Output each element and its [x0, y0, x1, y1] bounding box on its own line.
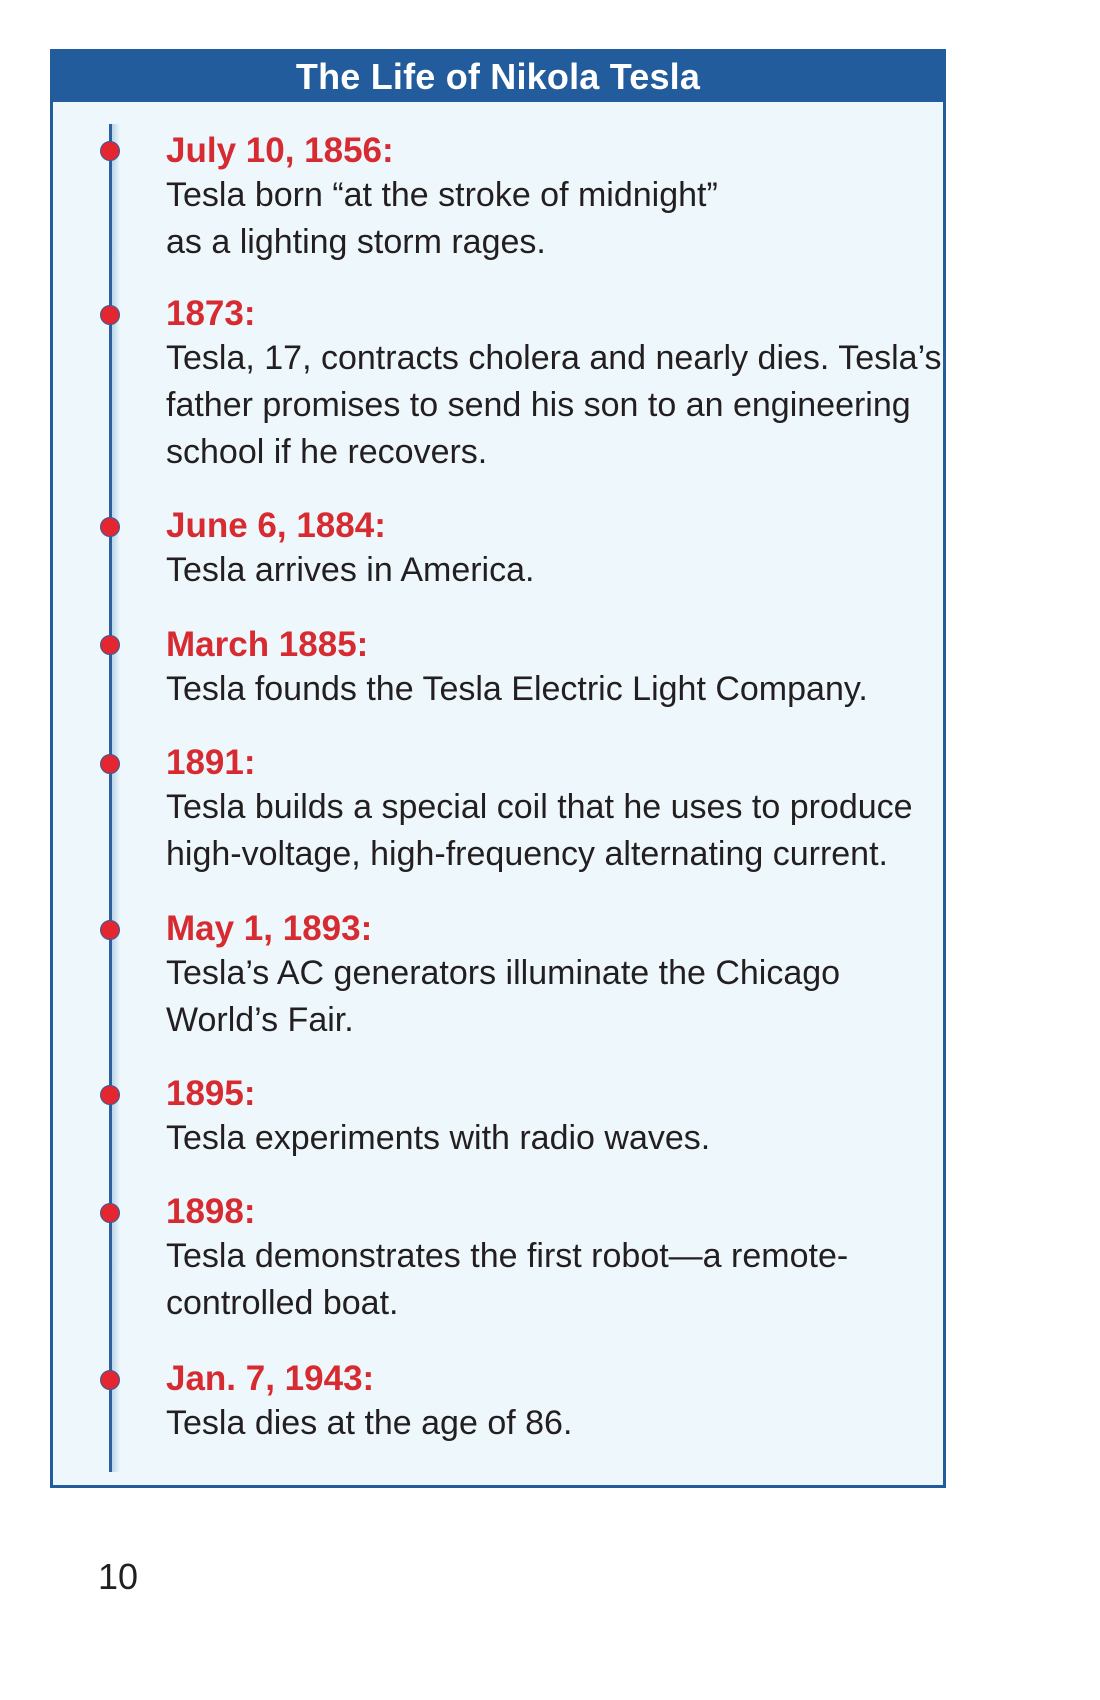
event-description-line: Tesla builds a special coil that he uses…	[166, 788, 913, 826]
panel-header: The Life of Nikola Tesla	[53, 52, 943, 102]
event-date: July 10, 1856:	[166, 131, 394, 170]
timeline-dot	[100, 1370, 120, 1390]
event-description: Tesla builds a special coil that he uses…	[166, 784, 936, 878]
event-description-line: Tesla demonstrates the first robot—a rem…	[166, 1237, 849, 1275]
event-description: Tesla arrives in America.	[166, 547, 936, 594]
event-date: June 6, 1884:	[166, 506, 386, 545]
timeline-shadow	[112, 124, 120, 1472]
event-date: Jan. 7, 1943:	[166, 1359, 375, 1398]
event-description-line: high-voltage, high-frequency alternating…	[166, 835, 888, 873]
timeline-panel: The Life of Nikola Tesla July 10, 1856: …	[50, 49, 946, 1488]
event-date: 1873:	[166, 294, 256, 333]
timeline-dot	[100, 1203, 120, 1223]
event-description-line: Tesla, 17, contracts cholera and nearly …	[166, 339, 942, 377]
event-description: Tesla dies at the age of 86.	[166, 1400, 936, 1447]
event-description-line: Tesla’s AC generators illuminate the Chi…	[166, 954, 841, 992]
event-description-line: Tesla experiments with radio waves.	[166, 1119, 711, 1157]
event-description-line: controlled boat.	[166, 1284, 399, 1322]
timeline-dot	[100, 754, 120, 774]
event-description: Tesla experiments with radio waves.	[166, 1115, 936, 1162]
panel-title: The Life of Nikola Tesla	[295, 56, 701, 97]
event-description: Tesla’s AC generators illuminate the Chi…	[166, 950, 936, 1044]
event-description-line: Tesla dies at the age of 86.	[166, 1404, 573, 1442]
event-description-line: Tesla arrives in America.	[166, 551, 535, 589]
event-description-line: World’s Fair.	[166, 1001, 354, 1039]
timeline-dot	[100, 920, 120, 940]
event-description: Tesla born “at the stroke of midnight” a…	[166, 172, 936, 266]
event-description-line: Tesla born “at the stroke of midnight”	[166, 176, 718, 214]
timeline-dot	[100, 635, 120, 655]
event-date: 1895:	[166, 1074, 256, 1113]
event-description-line: school if he recovers.	[166, 433, 488, 471]
event-date: March 1885:	[166, 625, 369, 664]
event-description-line: Tesla founds the Tesla Electric Light Co…	[166, 670, 868, 708]
timeline-dot	[100, 305, 120, 325]
event-date: 1891:	[166, 743, 256, 782]
page-number: 10	[98, 1556, 139, 1597]
event-date: May 1, 1893:	[166, 909, 373, 948]
timeline-dot	[100, 517, 120, 537]
event-description-line: as a lighting storm rages.	[166, 223, 546, 261]
timeline-line	[109, 124, 112, 1472]
event-description-line: father promises to send his son to an en…	[166, 386, 911, 424]
timeline-dot	[100, 141, 120, 161]
event-date: 1898:	[166, 1192, 256, 1231]
timeline-dot	[100, 1085, 120, 1105]
event-description: Tesla demonstrates the first robot—a rem…	[166, 1233, 936, 1327]
event-description: Tesla founds the Tesla Electric Light Co…	[166, 666, 936, 713]
event-description: Tesla, 17, contracts cholera and nearly …	[166, 335, 942, 476]
